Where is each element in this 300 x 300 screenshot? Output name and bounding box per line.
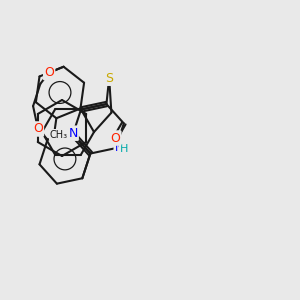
Text: H: H bbox=[120, 144, 128, 154]
Text: O: O bbox=[110, 131, 120, 145]
Text: S: S bbox=[105, 72, 113, 85]
Text: O: O bbox=[44, 66, 54, 79]
Text: O: O bbox=[33, 122, 43, 136]
Text: N: N bbox=[68, 127, 78, 140]
Text: N: N bbox=[115, 143, 123, 153]
Text: CH₃: CH₃ bbox=[50, 130, 68, 140]
